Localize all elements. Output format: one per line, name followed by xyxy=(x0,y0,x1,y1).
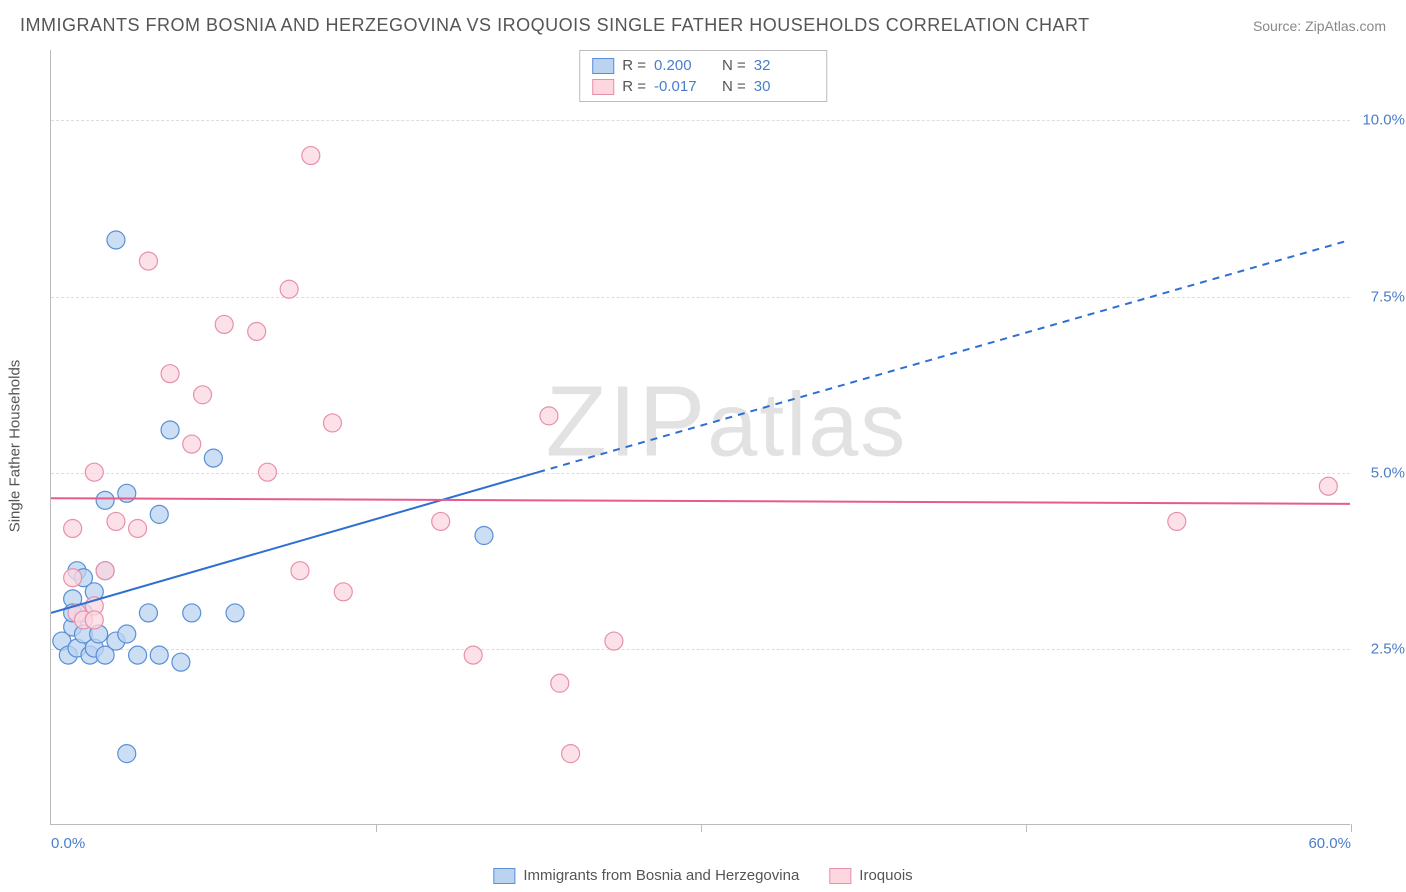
scatter-point xyxy=(85,611,103,629)
stats-row: R = -0.017 N = 30 xyxy=(592,76,814,97)
y-axis-label: Single Father Households xyxy=(7,360,24,533)
legend-label: Iroquois xyxy=(859,867,912,884)
scatter-point xyxy=(323,414,341,432)
scatter-point xyxy=(1168,512,1186,530)
x-tick-label: 60.0% xyxy=(1308,835,1351,852)
x-tick xyxy=(1351,824,1352,832)
x-tick xyxy=(1026,824,1027,832)
scatter-point xyxy=(150,505,168,523)
n-value: 30 xyxy=(754,78,814,95)
scatter-point xyxy=(280,280,298,298)
scatter-svg xyxy=(51,50,1350,824)
x-tick xyxy=(701,824,702,832)
legend-label: Immigrants from Bosnia and Herzegovina xyxy=(523,867,799,884)
scatter-point xyxy=(562,745,580,763)
scatter-point xyxy=(605,632,623,650)
stats-row: R = 0.200 N = 32 xyxy=(592,55,814,76)
scatter-point xyxy=(139,252,157,270)
scatter-point xyxy=(139,604,157,622)
scatter-point xyxy=(172,653,190,671)
scatter-point xyxy=(475,527,493,545)
scatter-point xyxy=(1319,477,1337,495)
x-tick-label: 0.0% xyxy=(51,835,85,852)
scatter-point xyxy=(194,386,212,404)
scatter-point xyxy=(226,604,244,622)
scatter-point xyxy=(334,583,352,601)
stats-box: R = 0.200 N = 32 R = -0.017 N = 30 xyxy=(579,50,827,102)
scatter-point xyxy=(183,604,201,622)
scatter-point xyxy=(540,407,558,425)
scatter-point xyxy=(107,512,125,530)
scatter-point xyxy=(129,519,147,537)
scatter-point xyxy=(96,491,114,509)
scatter-point xyxy=(64,569,82,587)
scatter-point xyxy=(118,625,136,643)
scatter-point xyxy=(161,365,179,383)
legend-swatch xyxy=(829,868,851,884)
legend-item: Immigrants from Bosnia and Herzegovina xyxy=(493,867,799,884)
r-value: 0.200 xyxy=(654,57,714,74)
trend-line-extension xyxy=(538,240,1350,472)
scatter-point xyxy=(96,562,114,580)
n-label: N = xyxy=(722,57,746,74)
scatter-point xyxy=(464,646,482,664)
legend-item: Iroquois xyxy=(829,867,912,884)
scatter-point xyxy=(118,745,136,763)
n-value: 32 xyxy=(754,57,814,74)
scatter-point xyxy=(118,484,136,502)
legend-swatch xyxy=(493,868,515,884)
scatter-point xyxy=(291,562,309,580)
scatter-point xyxy=(161,421,179,439)
trend-line xyxy=(51,498,1350,504)
legend-swatch xyxy=(592,58,614,74)
chart-title: IMMIGRANTS FROM BOSNIA AND HERZEGOVINA V… xyxy=(20,15,1090,36)
scatter-point xyxy=(204,449,222,467)
r-label: R = xyxy=(622,57,646,74)
scatter-point xyxy=(551,674,569,692)
bottom-legend: Immigrants from Bosnia and Herzegovina Ir… xyxy=(493,867,912,884)
y-tick-label: 7.5% xyxy=(1371,288,1405,305)
y-tick-label: 10.0% xyxy=(1362,112,1405,129)
r-value: -0.017 xyxy=(654,78,714,95)
scatter-point xyxy=(259,463,277,481)
plot-area: ZIPatlas 2.5%5.0%7.5%10.0%0.0%60.0% xyxy=(50,50,1350,825)
scatter-point xyxy=(85,463,103,481)
legend-swatch xyxy=(592,79,614,95)
x-tick xyxy=(376,824,377,832)
scatter-point xyxy=(129,646,147,664)
scatter-point xyxy=(215,315,233,333)
source-label: Source: ZipAtlas.com xyxy=(1253,18,1386,34)
scatter-point xyxy=(248,322,266,340)
scatter-point xyxy=(107,231,125,249)
scatter-point xyxy=(302,147,320,165)
scatter-point xyxy=(432,512,450,530)
r-label: R = xyxy=(622,78,646,95)
scatter-point xyxy=(183,435,201,453)
scatter-point xyxy=(150,646,168,664)
n-label: N = xyxy=(722,78,746,95)
y-tick-label: 2.5% xyxy=(1371,640,1405,657)
y-tick-label: 5.0% xyxy=(1371,464,1405,481)
scatter-point xyxy=(64,519,82,537)
